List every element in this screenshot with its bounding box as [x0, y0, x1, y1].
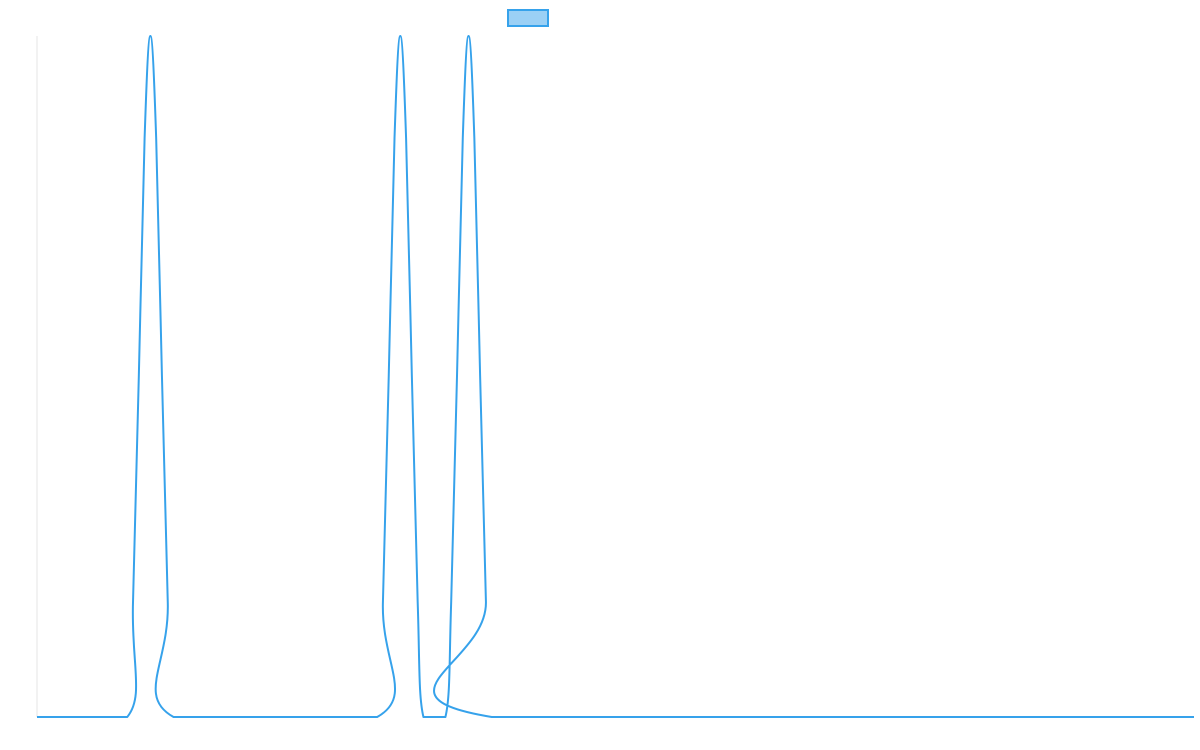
series-layer [37, 35, 1194, 718]
legend-swatch[interactable] [507, 9, 549, 27]
legend[interactable] [507, 9, 549, 27]
series-line-0 [37, 35, 1194, 718]
